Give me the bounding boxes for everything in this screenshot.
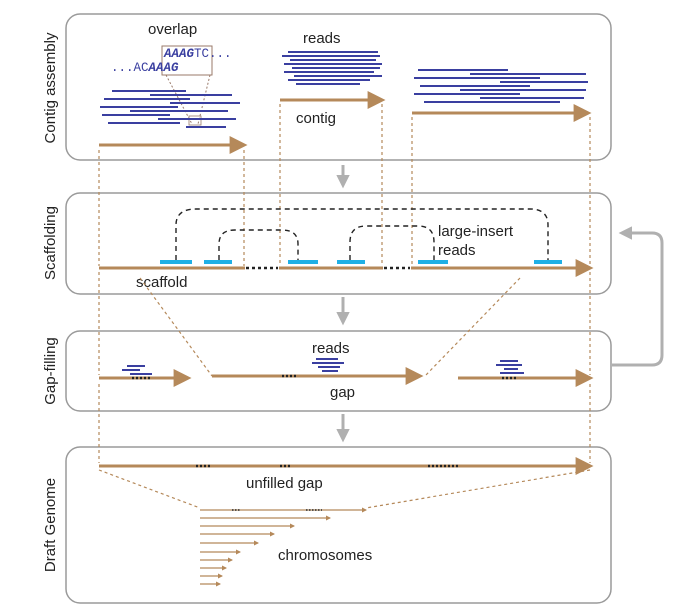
gapfill-segment-2: reads gap: [212, 340, 424, 401]
panel-draft-title: Draft Genome: [42, 478, 59, 572]
scaffold-label: scaffold: [136, 274, 187, 291]
overlap-zoom-target: [188, 115, 202, 126]
panel-gap-filling: Gap-filling: [42, 330, 612, 412]
large-insert-label-1: large-insert: [438, 223, 514, 240]
panel-contig-frame: [65, 13, 612, 161]
panel-contig-assembly: Contig assembly: [42, 13, 612, 161]
reads-label-contig: reads: [303, 30, 341, 47]
read-pileup-3: [414, 69, 588, 103]
panel-contig-title: Contig assembly: [42, 32, 59, 143]
projection-lines-2: [98, 272, 591, 377]
projection-line: [139, 277, 213, 377]
projection-line: [424, 277, 521, 377]
panel-scaffolding-title: Scaffolding: [42, 206, 59, 280]
chromosome-arrows: [200, 507, 368, 587]
overlap-zoom-line-left: [165, 74, 193, 125]
gap-reads: [496, 360, 524, 374]
overlap-seq-bottom: ...ACAAAG: [111, 61, 179, 75]
projection-line: [365, 469, 591, 509]
chromosomes-label: chromosomes: [278, 547, 372, 564]
panel-scaffolding: Scaffolding: [42, 192, 612, 295]
reads-label-gapfill: reads: [312, 340, 350, 357]
mate-pair-link-left: [218, 229, 299, 260]
overlap-box: [161, 45, 213, 76]
projection-lines-3: [98, 384, 591, 463]
overlap-seq-bottom-lead: ...AC: [111, 61, 149, 75]
overlap-seq-bottom-bold: AAAG: [148, 61, 180, 75]
overlap-detail: overlap AAAGTC... ...ACAAAG: [111, 21, 232, 126]
gap-reads: [312, 358, 344, 372]
large-insert-label-2: reads: [438, 242, 476, 259]
read-pileup-2: [282, 51, 382, 85]
panel-gapfill-frame: [65, 330, 612, 412]
overlap-seq-top-bold: AAAG: [163, 47, 195, 61]
projection-lines-4: [98, 469, 591, 509]
read-pileup-1: [100, 90, 240, 128]
mate-pair-links: [175, 208, 549, 260]
panel-draft-frame: [65, 446, 612, 604]
gap-reads: [122, 365, 152, 375]
contig-label: contig: [296, 110, 336, 127]
overlap-seq-top-tail: TC...: [194, 47, 232, 61]
overlap-label: overlap: [148, 21, 197, 38]
overlap-zoom-line-right: [197, 74, 211, 125]
gapfill-segment-1: [99, 365, 192, 387]
gap-label: gap: [330, 384, 355, 401]
projection-lines-1: [98, 104, 591, 266]
panel-draft-genome: Draft Genome: [42, 446, 612, 604]
panel-gapfill-title: Gap-filling: [42, 337, 59, 405]
gapfill-segment-3: [458, 360, 594, 387]
feedback-arrow: [612, 226, 664, 367]
overlap-seq-top: AAAGTC...: [163, 47, 232, 61]
unfilled-gap-label: unfilled gap: [246, 475, 323, 492]
